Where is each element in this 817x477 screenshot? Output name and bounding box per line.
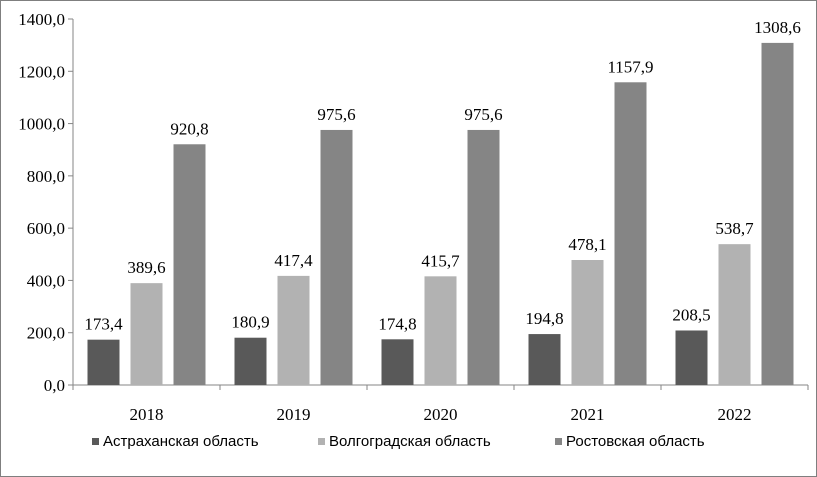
- bar: [234, 337, 267, 385]
- y-tick-label: 0,0: [44, 376, 65, 395]
- data-label: 920,8: [170, 119, 208, 138]
- bar: [277, 275, 310, 385]
- x-tick-label: 2019: [277, 405, 311, 424]
- legend-swatch: [318, 438, 325, 445]
- x-tick-label: 2020: [424, 405, 458, 424]
- y-tick-label: 200,0: [27, 324, 65, 343]
- data-label: 975,6: [317, 105, 355, 124]
- data-label: 478,1: [568, 235, 606, 254]
- data-label: 173,4: [84, 315, 123, 334]
- y-tick-label: 800,0: [27, 167, 65, 186]
- bar: [173, 144, 206, 385]
- bar: [761, 42, 794, 386]
- x-tick-label: 2021: [571, 405, 605, 424]
- bar: [381, 339, 414, 385]
- legend-swatch: [92, 438, 99, 445]
- legend-label: Волгоградская область: [329, 433, 491, 450]
- legend-swatch: [555, 438, 562, 445]
- legend-label: Астраханская область: [103, 433, 259, 450]
- bar: [571, 260, 604, 385]
- bar: [675, 330, 708, 385]
- bar: [87, 339, 120, 385]
- bar: [424, 276, 457, 385]
- y-tick-label: 1200,0: [18, 62, 65, 81]
- data-label: 975,6: [464, 105, 502, 124]
- data-label: 174,8: [378, 314, 416, 333]
- y-tick-label: 1400,0: [18, 10, 65, 29]
- legend-label: Ростовская область: [566, 433, 705, 450]
- x-tick-label: 2018: [130, 405, 164, 424]
- data-label: 208,5: [672, 305, 710, 324]
- x-tick-label: 2022: [718, 405, 752, 424]
- y-tick-label: 600,0: [27, 219, 65, 238]
- data-label: 389,6: [127, 258, 165, 277]
- y-tick-label: 400,0: [27, 271, 65, 290]
- data-label: 538,7: [715, 219, 754, 238]
- data-label: 1308,6: [754, 18, 801, 37]
- bar: [467, 129, 500, 385]
- bar: [130, 283, 163, 385]
- data-label: 417,4: [274, 251, 313, 270]
- data-label: 1157,9: [607, 57, 653, 76]
- bar: [614, 82, 647, 385]
- data-label: 194,8: [525, 309, 563, 328]
- bar: [528, 334, 561, 385]
- data-label: 415,7: [421, 251, 460, 270]
- data-label: 180,9: [231, 313, 269, 332]
- bar: [320, 129, 353, 385]
- y-tick-label: 1000,0: [18, 115, 65, 134]
- bar: [718, 244, 751, 385]
